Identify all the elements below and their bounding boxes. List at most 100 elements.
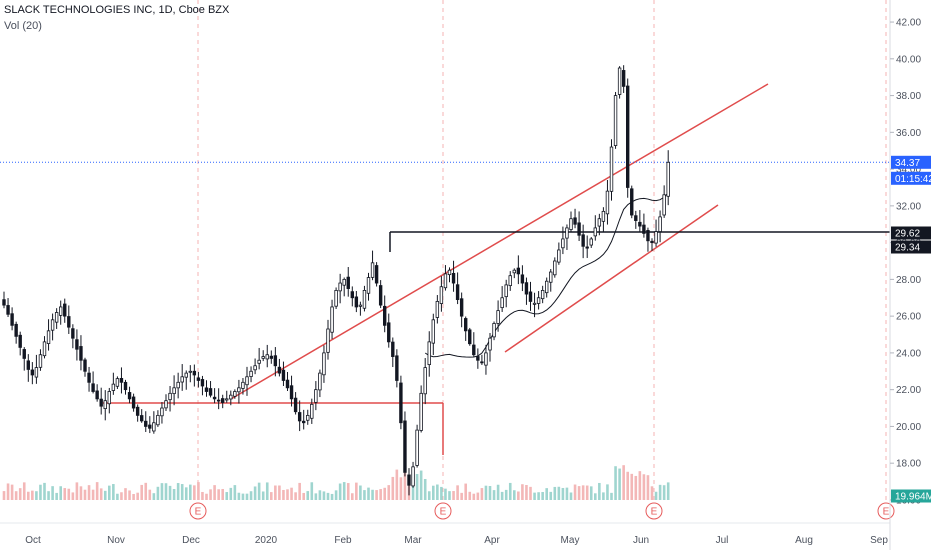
candle-body — [650, 240, 654, 244]
chart-title: SLACK TECHNOLOGIES INC, 1D, Cboe BZX — [4, 4, 230, 16]
candle-body — [455, 284, 460, 300]
volume-bar — [573, 484, 577, 500]
volume-bar — [630, 473, 634, 500]
volume-bar — [59, 486, 62, 500]
volume-bar — [650, 486, 654, 500]
candle-body — [314, 389, 318, 403]
candle-body — [613, 95, 618, 146]
candle-body — [107, 391, 111, 405]
volume-tag-bg — [891, 489, 931, 503]
volume-bar — [371, 489, 374, 500]
volume-bar — [626, 471, 629, 500]
candle-body — [310, 403, 314, 419]
volume-bar — [265, 482, 269, 500]
volume-bar — [144, 482, 148, 500]
candle-body — [273, 355, 278, 367]
price-tags: 34.37 01:15:42 29.62 29.34 19.964M — [891, 155, 932, 503]
volume-bar — [233, 485, 237, 500]
volume-bar — [646, 475, 650, 500]
candle-body — [131, 396, 136, 409]
volume-bar — [342, 482, 346, 500]
volume-bar — [618, 468, 621, 500]
volume-bar — [294, 492, 297, 500]
candle-body — [346, 276, 350, 289]
earnings-marker-circle[interactable] — [434, 502, 452, 520]
volume-bar — [367, 487, 370, 500]
volume-bar — [180, 484, 184, 500]
y-tick-label: 22.00 — [896, 385, 921, 396]
volume-bar — [464, 483, 467, 500]
volume-bar — [427, 491, 431, 500]
channel-lower-trendline — [504, 204, 719, 353]
volume-bar — [197, 482, 200, 500]
candle-body — [2, 299, 6, 306]
x-tick-label: 2020 — [255, 535, 278, 546]
candle-body — [528, 291, 533, 302]
candle-body — [358, 304, 363, 307]
candle-body — [666, 161, 670, 197]
candle-body — [103, 400, 107, 410]
candle-body — [127, 392, 132, 400]
volume-bar — [184, 487, 188, 500]
candle-body — [237, 387, 241, 393]
candle-body — [123, 381, 128, 391]
x-tick-label: Oct — [25, 535, 41, 546]
volume-bar — [492, 490, 496, 500]
candle-body — [387, 322, 391, 343]
candle-body — [135, 406, 140, 416]
candle-body — [338, 282, 342, 292]
candle-body — [427, 341, 431, 366]
volume-bar — [565, 487, 569, 500]
volume-bar — [132, 493, 135, 500]
candle-body — [431, 319, 435, 344]
candle-body — [233, 391, 237, 397]
volume-bar — [257, 482, 261, 500]
volume-bar — [87, 485, 91, 500]
candle-body — [407, 474, 411, 486]
candle-body — [642, 224, 646, 234]
volume-bar — [399, 477, 403, 500]
volume-bar — [124, 488, 127, 500]
x-tick-label: Dec — [182, 535, 200, 546]
volume-bar — [606, 484, 609, 500]
candle-body — [403, 420, 407, 473]
candle-body — [492, 323, 496, 338]
volume-bar — [221, 488, 224, 500]
x-tick-label: Mar — [404, 535, 422, 546]
volume-tag-text: 19.964M — [895, 492, 932, 503]
volume-bar — [557, 486, 561, 500]
volume-bar — [334, 490, 338, 500]
volume-bar — [322, 491, 326, 500]
volume-bar — [452, 491, 455, 500]
volume-bar — [270, 492, 273, 500]
earnings-marker-circle[interactable] — [645, 502, 663, 520]
volume-bar — [444, 488, 447, 500]
candle-body — [188, 370, 192, 373]
volume-bar — [598, 482, 601, 500]
volume-bar — [448, 491, 451, 500]
volume-bar — [569, 492, 573, 500]
volume-bar — [602, 492, 605, 500]
volume-bar — [71, 492, 75, 500]
candle-body — [545, 280, 549, 294]
candle-body — [589, 238, 593, 246]
volume-bar — [379, 489, 382, 500]
volume-bar — [545, 488, 548, 500]
candle-body — [249, 370, 253, 377]
candle-body — [99, 398, 103, 407]
earnings-marker-circle[interactable] — [189, 502, 207, 520]
volume-bar — [176, 483, 180, 500]
candle-body — [176, 381, 180, 389]
channel-upper-trendline — [230, 83, 769, 400]
volume-bar — [476, 492, 480, 500]
candle-body — [87, 372, 91, 383]
candle-body — [382, 305, 387, 326]
volume-bar — [525, 484, 528, 500]
candle-body — [301, 420, 306, 424]
candle-body — [95, 390, 99, 400]
candle-body — [50, 319, 55, 331]
candle-body — [245, 376, 249, 386]
volume-bar — [383, 487, 386, 500]
